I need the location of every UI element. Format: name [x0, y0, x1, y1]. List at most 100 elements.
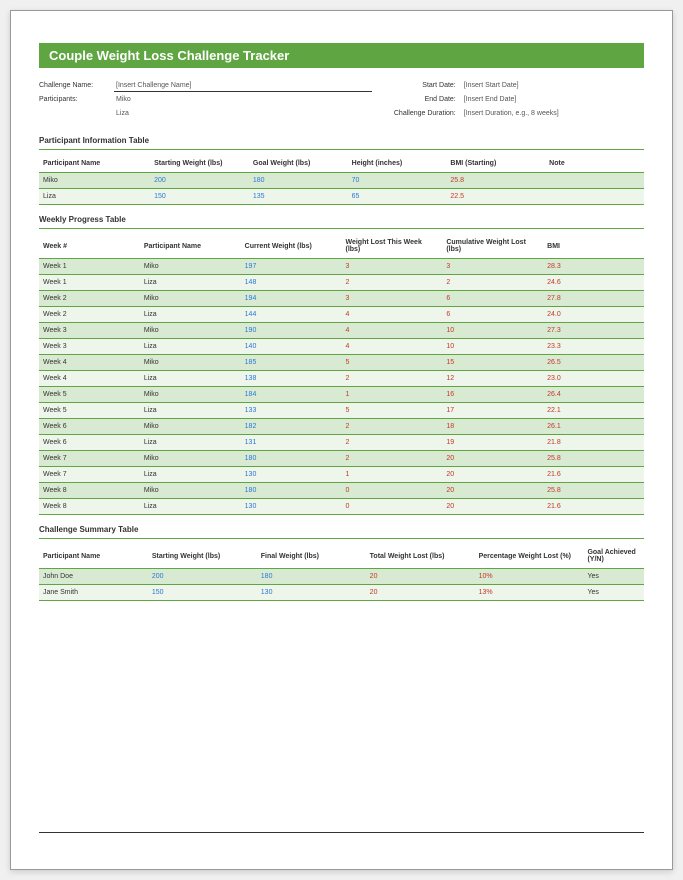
table-cell: 10: [442, 339, 543, 355]
table-cell: Week 7: [39, 467, 140, 483]
table-cell: Week 2: [39, 291, 140, 307]
participant-header-row: Participant NameStarting Weight (lbs)Goa…: [39, 150, 644, 173]
table-cell: Week 5: [39, 387, 140, 403]
table-cell: 15: [442, 355, 543, 371]
table-cell: 182: [241, 419, 342, 435]
column-header: Note: [545, 150, 644, 173]
table-cell: 25.8: [446, 173, 545, 189]
table-cell: 1: [341, 387, 442, 403]
table-cell: 17: [442, 403, 543, 419]
column-header: Goal Achieved (Y/N): [583, 539, 644, 569]
table-cell: 19: [442, 435, 543, 451]
table-cell: 2: [341, 435, 442, 451]
meta-right: Start Date: [Insert Start Date] End Date…: [372, 82, 644, 124]
table-cell: Week 7: [39, 451, 140, 467]
table-cell: 22.5: [446, 189, 545, 205]
table-cell: Liza: [140, 435, 241, 451]
table-cell: 12: [442, 371, 543, 387]
table-cell: 194: [241, 291, 342, 307]
table-cell: 20: [442, 499, 543, 515]
table-row: Week 4Liza13821223.0: [39, 371, 644, 387]
table-cell: Week 8: [39, 483, 140, 499]
table-row: Week 6Liza13121921.8: [39, 435, 644, 451]
progress-table: Week #Participant NameCurrent Weight (lb…: [39, 229, 644, 515]
end-date-label: End Date:: [372, 96, 462, 106]
table-cell: Jane Smith: [39, 585, 148, 601]
table-cell: [545, 189, 644, 205]
table-cell: 24.0: [543, 307, 644, 323]
table-cell: 28.3: [543, 259, 644, 275]
duration-value: [Insert Duration, e.g., 8 weeks]: [462, 110, 561, 120]
column-header: Starting Weight (lbs): [148, 539, 257, 569]
table-cell: 184: [241, 387, 342, 403]
column-header: Percentage Weight Lost (%): [475, 539, 584, 569]
section-participant-info: Participant Information Table: [39, 136, 644, 145]
table-cell: 21.6: [543, 499, 644, 515]
table-cell: 0: [341, 499, 442, 515]
table-cell: Week 6: [39, 419, 140, 435]
participant-1: Miko: [114, 96, 133, 106]
column-header: Final Weight (lbs): [257, 539, 366, 569]
table-row: Week 4Miko18551526.5: [39, 355, 644, 371]
column-header: Current Weight (lbs): [241, 229, 342, 259]
table-cell: 4: [341, 323, 442, 339]
table-row: Liza1501356522.5: [39, 189, 644, 205]
table-cell: 25.8: [543, 483, 644, 499]
column-header: BMI (Starting): [446, 150, 545, 173]
table-row: Week 7Liza13012021.6: [39, 467, 644, 483]
table-row: Week 5Liza13351722.1: [39, 403, 644, 419]
table-cell: [545, 173, 644, 189]
table-cell: John Doe: [39, 569, 148, 585]
table-cell: 23.0: [543, 371, 644, 387]
table-cell: Week 1: [39, 275, 140, 291]
table-cell: 185: [241, 355, 342, 371]
table-cell: 4: [341, 339, 442, 355]
table-cell: 180: [249, 173, 348, 189]
table-cell: 180: [241, 451, 342, 467]
table-cell: Yes: [583, 569, 644, 585]
table-row: Week 1Liza1482224.6: [39, 275, 644, 291]
table-cell: 180: [241, 483, 342, 499]
table-cell: Miko: [140, 419, 241, 435]
table-cell: 140: [241, 339, 342, 355]
table-cell: 5: [341, 403, 442, 419]
table-cell: Week 2: [39, 307, 140, 323]
table-cell: Yes: [583, 585, 644, 601]
table-cell: 23.3: [543, 339, 644, 355]
column-header: Starting Weight (lbs): [150, 150, 249, 173]
start-date-value: [Insert Start Date]: [462, 82, 521, 92]
column-header: Weight Lost This Week (lbs): [341, 229, 442, 259]
table-cell: 70: [348, 173, 447, 189]
table-cell: 20: [442, 483, 543, 499]
table-cell: 20: [366, 585, 475, 601]
table-row: Week 2Liza1444624.0: [39, 307, 644, 323]
table-cell: 26.5: [543, 355, 644, 371]
table-cell: 21.6: [543, 467, 644, 483]
table-cell: 16: [442, 387, 543, 403]
table-row: John Doe2001802010%Yes: [39, 569, 644, 585]
table-cell: 20: [442, 467, 543, 483]
blank-label: [39, 110, 114, 120]
table-cell: 133: [241, 403, 342, 419]
table-cell: Miko: [140, 451, 241, 467]
table-cell: Liza: [39, 189, 150, 205]
table-cell: 20: [366, 569, 475, 585]
table-cell: 2: [442, 275, 543, 291]
table-cell: 144: [241, 307, 342, 323]
table-cell: Liza: [140, 403, 241, 419]
table-cell: 27.3: [543, 323, 644, 339]
document-page: Couple Weight Loss Challenge Tracker Cha…: [10, 10, 673, 870]
table-cell: 26.4: [543, 387, 644, 403]
table-cell: 131: [241, 435, 342, 451]
table-cell: 6: [442, 291, 543, 307]
table-cell: 5: [341, 355, 442, 371]
table-cell: Week 8: [39, 499, 140, 515]
table-cell: Miko: [140, 323, 241, 339]
duration-label: Challenge Duration:: [372, 110, 462, 120]
table-cell: Week 5: [39, 403, 140, 419]
table-cell: 18: [442, 419, 543, 435]
column-header: Total Weight Lost (lbs): [366, 539, 475, 569]
table-cell: 6: [442, 307, 543, 323]
table-cell: 150: [150, 189, 249, 205]
table-cell: Miko: [140, 291, 241, 307]
